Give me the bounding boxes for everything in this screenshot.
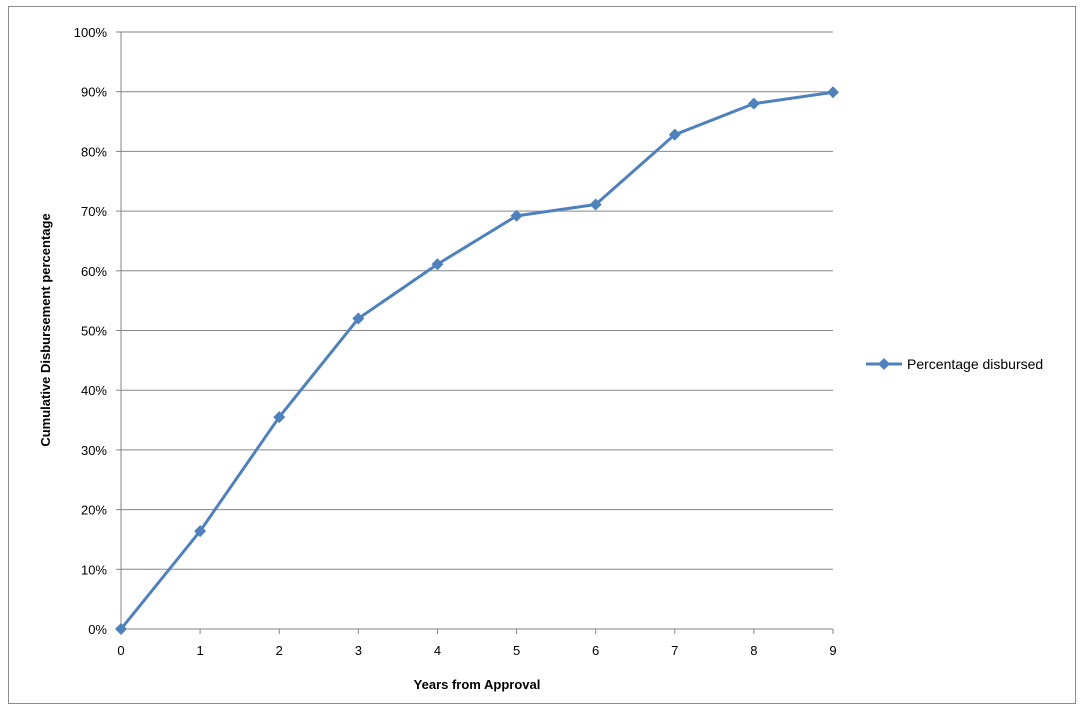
y-tick-label: 90% — [81, 85, 107, 100]
y-tick-label: 0% — [88, 622, 107, 637]
x-tick-labels: 0 1 2 3 4 5 6 7 8 9 — [117, 643, 836, 658]
y-tick-label: 100% — [74, 25, 108, 40]
data-point-marker — [589, 198, 602, 211]
x-tick-label: 8 — [750, 643, 757, 658]
data-point-marker — [352, 312, 365, 325]
x-tick-label: 1 — [196, 643, 203, 658]
y-tick-label: 10% — [81, 562, 107, 577]
data-point-marker — [115, 623, 127, 635]
data-point-marker — [194, 525, 207, 538]
y-tick-label: 60% — [81, 264, 107, 279]
y-tick-label: 50% — [81, 324, 107, 339]
data-point-marker — [747, 97, 760, 110]
x-tick-label: 2 — [276, 643, 283, 658]
x-tick-label: 5 — [513, 643, 520, 658]
y-tick-label: 40% — [81, 383, 107, 398]
y-tick-label: 80% — [81, 144, 107, 159]
series-group — [115, 86, 839, 635]
axes — [116, 31, 834, 634]
legend: Percentage disbursed — [866, 356, 1043, 372]
gridlines — [121, 31, 833, 570]
data-point-marker — [668, 128, 681, 141]
legend-label: Percentage disbursed — [907, 356, 1043, 372]
legend-diamond-marker — [878, 358, 890, 370]
data-point-marker — [510, 209, 523, 222]
y-axis-title: Cumulative Disbursement percentage — [38, 213, 53, 446]
x-tick-label: 0 — [117, 643, 124, 658]
x-tick-label: 4 — [434, 643, 441, 658]
x-tick-label: 7 — [671, 643, 678, 658]
y-tick-label: 30% — [81, 443, 107, 458]
y-tick-label: 20% — [81, 503, 107, 518]
y-tick-label: 70% — [81, 204, 107, 219]
data-point-marker — [273, 411, 286, 424]
data-point-marker — [431, 258, 444, 271]
y-tick-labels: 0% 10% 20% 30% 40% 50% 60% 70% 80% 90% 100% — [74, 25, 108, 637]
series-line — [119, 90, 834, 630]
x-tick-label: 6 — [592, 643, 599, 658]
x-axis-title: Years from Approval — [414, 677, 541, 692]
x-tick-label: 9 — [829, 643, 836, 658]
chart-frame — [8, 6, 1076, 704]
x-tick-label: 3 — [355, 643, 362, 658]
data-point-marker — [827, 86, 839, 99]
